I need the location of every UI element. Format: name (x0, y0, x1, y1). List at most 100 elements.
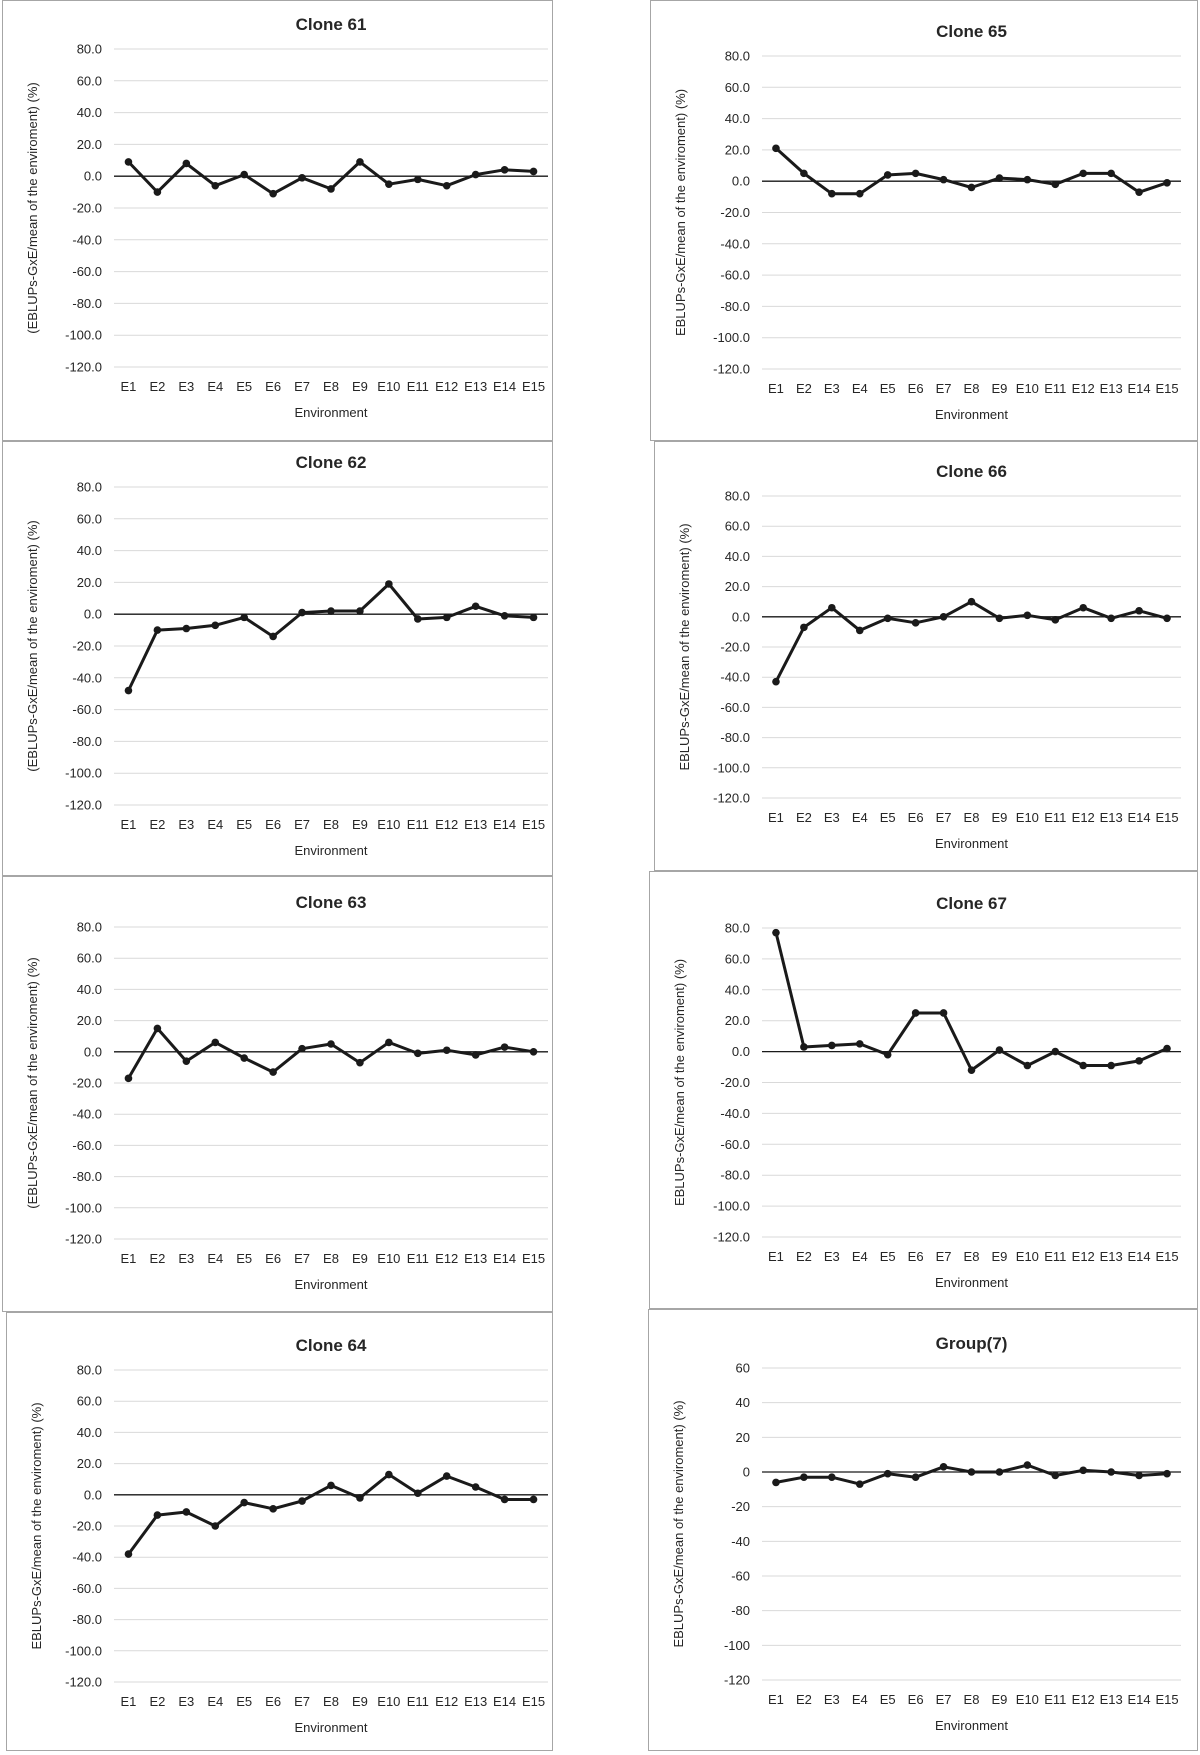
x-tick-label: E10 (377, 379, 400, 394)
y-axis-label: (EBLUPs-GxE/mean of the enviroment) (%) (25, 520, 40, 771)
x-tick-label: E15 (1155, 1692, 1178, 1707)
y-tick-label: 60.0 (725, 519, 750, 534)
x-tick-label: E14 (493, 1251, 516, 1266)
data-point-e10 (385, 1038, 393, 1047)
x-axis-label: Environment (295, 405, 368, 420)
data-point-e14 (500, 611, 509, 620)
x-tick-label: E12 (1072, 1692, 1095, 1707)
data-point-e1 (124, 1550, 133, 1558)
y-tick-label: 0.0 (84, 607, 102, 622)
data-point-e15 (1163, 1469, 1171, 1478)
x-axis-label: Environment (935, 1718, 1008, 1733)
y-tick-label: 60.0 (77, 511, 102, 526)
x-axis-label: Environment (295, 843, 368, 858)
x-tick-label: E11 (407, 817, 429, 832)
x-tick-label: E7 (294, 379, 310, 394)
y-tick-label: 80.0 (725, 489, 750, 504)
y-tick-label: -80.0 (720, 299, 750, 314)
data-point-e5 (883, 171, 892, 179)
data-point-e14 (1135, 188, 1143, 196)
data-point-e2 (800, 1473, 808, 1481)
y-tick-label: 0.0 (84, 169, 102, 184)
y-tick-label: -100.0 (65, 766, 102, 781)
x-tick-label: E14 (1128, 1249, 1151, 1264)
y-tick-label: 60.0 (725, 80, 750, 95)
y-tick-label: 20.0 (77, 1456, 102, 1471)
y-tick-label: -40.0 (72, 1107, 102, 1122)
y-tick-label: 0.0 (732, 174, 750, 189)
x-tick-label: E8 (964, 810, 980, 825)
x-tick-label: E5 (236, 1694, 252, 1709)
data-point-e7 (298, 608, 306, 617)
data-point-e12 (1079, 603, 1088, 612)
data-point-e3 (182, 624, 191, 633)
data-point-e11 (1051, 616, 1060, 624)
series-line (774, 932, 1168, 1072)
y-tick-label: 20.0 (725, 142, 750, 157)
data-point-e6 (911, 1009, 920, 1017)
y-tick-label: -120.0 (713, 362, 750, 377)
y-tick-label: -100 (724, 1638, 750, 1653)
data-point-e8 (327, 185, 335, 193)
y-axis-label: EBLUPs-GxE/mean of the enviroment) (%) (671, 1400, 686, 1647)
data-point-e9 (995, 1468, 1004, 1476)
x-tick-label: E4 (207, 1694, 223, 1709)
data-point-e7 (939, 1463, 948, 1471)
x-tick-label: E8 (323, 1251, 339, 1266)
chart-panel-clone-64: Clone 64 80.0 60.0 40.0 20.0 0.0 -20.0 -40.0 -60… (6, 1312, 553, 1751)
x-tick-label: E13 (464, 1251, 487, 1266)
y-tick-label: 60.0 (77, 951, 102, 966)
x-tick-label: E4 (852, 1692, 868, 1707)
data-point-e1 (772, 144, 780, 153)
y-tick-label: 60.0 (77, 73, 102, 88)
x-tick-label: E9 (352, 817, 368, 832)
data-point-e9 (995, 614, 1004, 623)
x-tick-label: E8 (323, 1694, 339, 1709)
chart-title: Group(7) (936, 1334, 1008, 1353)
x-tick-label: E10 (377, 1251, 400, 1266)
data-point-e7 (939, 175, 948, 184)
x-tick-label: E8 (964, 381, 980, 396)
y-tick-label: -120.0 (65, 1675, 102, 1690)
x-tick-label: E10 (1016, 810, 1039, 825)
y-tick-label: -20.0 (72, 1076, 102, 1091)
data-point-e6 (911, 619, 920, 627)
x-tick-label: E4 (852, 1249, 868, 1264)
x-tick-label: E15 (1155, 381, 1178, 396)
x-tick-label: E9 (991, 1692, 1007, 1707)
x-tick-label: E12 (435, 817, 458, 832)
data-point-e8 (327, 1481, 335, 1490)
data-point-e3 (828, 603, 836, 612)
data-point-e14 (1135, 606, 1143, 615)
x-tick-label: E9 (991, 810, 1007, 825)
y-tick-label: -60.0 (72, 702, 102, 717)
data-point-e11 (414, 615, 422, 623)
y-tick-label: -20.0 (72, 639, 102, 654)
y-tick-label: 0 (743, 1465, 750, 1480)
y-tick-label: 40.0 (725, 549, 750, 564)
x-tick-label: E2 (149, 379, 165, 394)
data-point-e14 (500, 1043, 509, 1051)
x-tick-label: E5 (236, 1251, 252, 1266)
y-axis-label: EBLUPs-GxE/mean of the enviroment) (%) (672, 959, 687, 1206)
x-tick-label: E7 (936, 381, 952, 396)
y-tick-label: 80.0 (77, 42, 102, 57)
x-tick-label: E7 (936, 810, 952, 825)
x-tick-label: E7 (936, 1692, 952, 1707)
y-tick-label: -40.0 (72, 670, 102, 685)
data-point-e3 (182, 1057, 191, 1065)
x-tick-label: E6 (908, 381, 924, 396)
x-tick-label: E11 (407, 1251, 429, 1266)
data-point-e10 (1023, 1061, 1032, 1070)
chart-panel-group-7: Group(7) 60 40 20 0 -20 -40 -60 -80 -100 -120 E1 E2 E… (648, 1309, 1198, 1751)
y-tick-label: -20.0 (720, 1075, 750, 1090)
x-tick-label: E4 (852, 381, 868, 396)
x-tick-label: E5 (880, 1692, 896, 1707)
x-tick-label: E11 (1044, 1249, 1066, 1264)
data-point-e12 (442, 613, 451, 622)
data-point-e12 (1079, 1466, 1088, 1475)
y-tick-label: -20.0 (720, 640, 750, 655)
chart-title: Clone 61 (296, 15, 367, 34)
y-tick-label: -60.0 (72, 264, 102, 279)
data-point-e14 (500, 1495, 509, 1504)
